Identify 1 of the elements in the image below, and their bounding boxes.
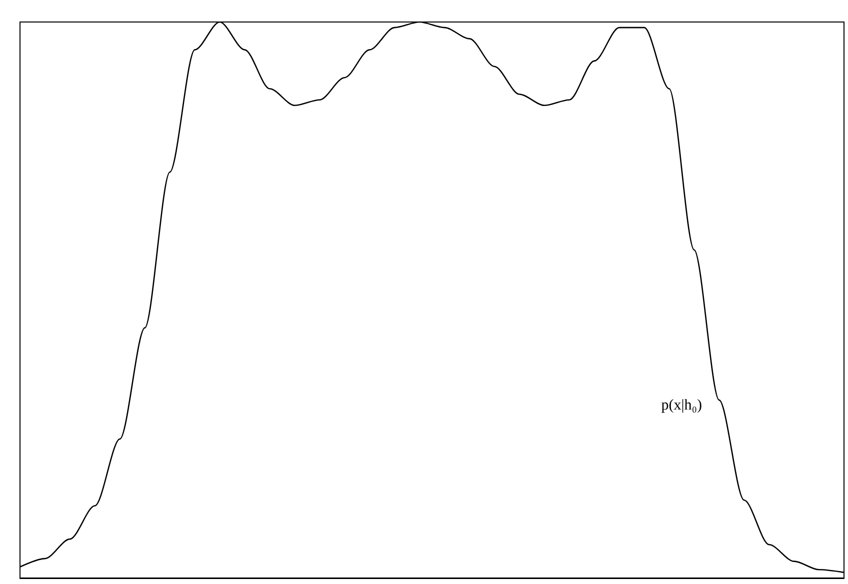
annotation: p(x|h₀): [661, 398, 702, 414]
